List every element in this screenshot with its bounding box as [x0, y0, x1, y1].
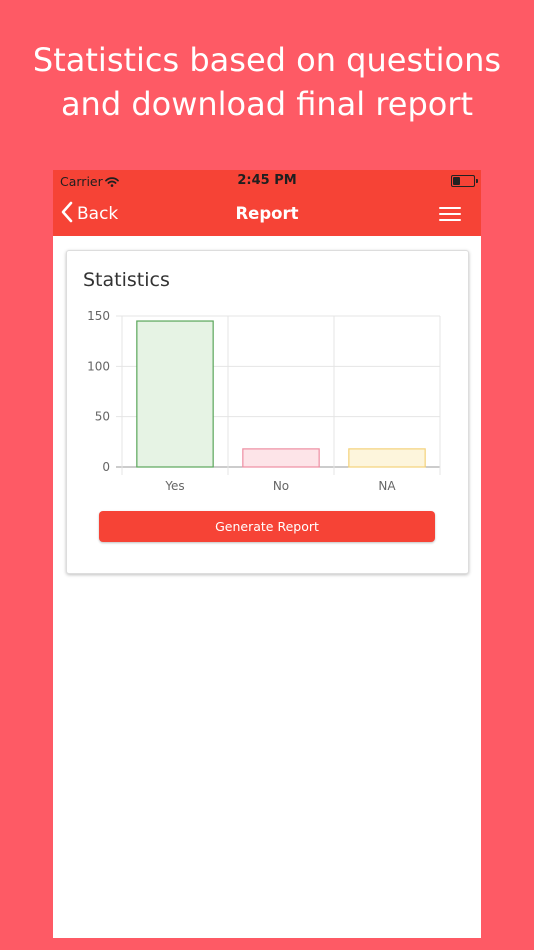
statistics-chart: 0 50 100 150 Yes No NA	[87, 309, 441, 493]
bar-na	[348, 448, 426, 468]
status-bar: Carrier 2:45 PM	[53, 170, 481, 192]
promo-headline: Statistics based on questions and downlo…	[0, 38, 534, 126]
battery-icon	[451, 175, 478, 187]
wifi-icon	[105, 175, 119, 190]
x-tick-label: Yes	[164, 479, 184, 493]
carrier-label: Carrier	[60, 174, 103, 189]
statistics-card: Statistics 0 50 100 150 Yes No NA Generate Rep…	[66, 250, 469, 574]
page-title: Report	[235, 204, 299, 223]
y-tick-label: 0	[102, 460, 110, 474]
x-tick-label: NA	[378, 479, 396, 493]
back-label: Back	[77, 204, 119, 224]
x-tick-label: No	[273, 479, 289, 493]
y-tick-label: 150	[87, 309, 110, 323]
bar-yes	[136, 320, 214, 468]
status-time: 2:45 PM	[237, 173, 297, 188]
back-button[interactable]: Back	[61, 201, 118, 227]
hamburger-menu-icon[interactable]	[439, 207, 463, 223]
y-tick-label: 50	[95, 410, 110, 424]
chevron-left-icon	[61, 201, 73, 227]
y-tick-label: 100	[87, 359, 110, 373]
card-title: Statistics	[83, 269, 170, 291]
generate-report-button[interactable]: Generate Report	[99, 511, 435, 542]
promo-line-1: Statistics based on questions	[32, 41, 502, 79]
nav-bar: Back Report	[53, 192, 481, 236]
promo-line-2: and download final report	[60, 85, 474, 123]
phone-screen: Carrier 2:45 PM Back Report	[53, 170, 481, 938]
bar-no	[242, 448, 320, 468]
